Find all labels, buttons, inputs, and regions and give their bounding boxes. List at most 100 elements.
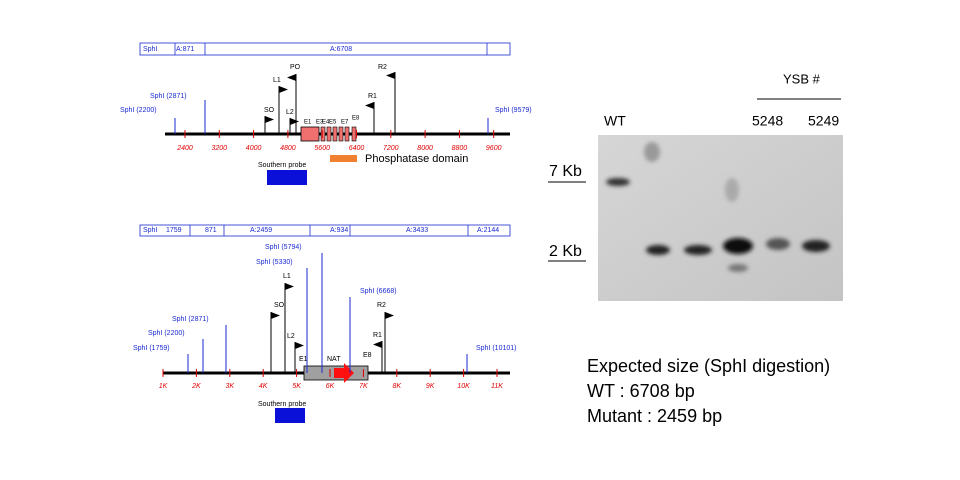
site-label: SphI (10101) bbox=[476, 345, 516, 352]
domain-label: Phosphatase domain bbox=[365, 153, 468, 165]
primer-label: R2 bbox=[377, 302, 386, 309]
primer-label: R2 bbox=[378, 64, 387, 71]
exon-label: E8 bbox=[352, 116, 360, 122]
site-label: SphI (6668) bbox=[360, 288, 397, 295]
primer-label: SO bbox=[264, 107, 275, 114]
exon-label: E5 bbox=[329, 120, 337, 126]
axis-label: 10K bbox=[457, 383, 470, 390]
site-label: SphI (2200) bbox=[120, 107, 157, 114]
site-label: SphI (9579) bbox=[495, 107, 532, 114]
primer-flag bbox=[385, 312, 394, 319]
primer-label: L2 bbox=[287, 333, 295, 340]
site-label: SphI (1759) bbox=[133, 345, 170, 352]
lane-label: 5248 bbox=[752, 113, 783, 129]
primer-label: SO bbox=[274, 302, 285, 309]
primer-flag bbox=[295, 342, 304, 349]
exon-label: E7 bbox=[341, 120, 349, 126]
axis-label: 5600 bbox=[314, 145, 330, 152]
probe-label: Southern probe bbox=[258, 162, 306, 169]
axis-label: 3K bbox=[226, 383, 235, 390]
site-label: SphI (2871) bbox=[172, 316, 209, 323]
exon-label: NAT bbox=[327, 356, 341, 363]
axis-label: 4800 bbox=[280, 145, 296, 152]
axis-label: 4K bbox=[259, 383, 268, 390]
primer-label: R1 bbox=[373, 332, 382, 339]
axis-label: 7K bbox=[359, 383, 368, 390]
note-line: WT : 6708 bp bbox=[587, 381, 695, 401]
probe bbox=[275, 408, 305, 423]
note-title: Expected size (SphI digestion) bbox=[587, 356, 830, 376]
primer-flag bbox=[285, 283, 294, 290]
bands bbox=[606, 142, 830, 272]
exon bbox=[320, 126, 326, 142]
axis-label: 8000 bbox=[417, 145, 433, 152]
lane-label: WT bbox=[604, 113, 626, 129]
axis-label: 1K bbox=[159, 383, 168, 390]
axis-label: 9600 bbox=[486, 145, 502, 152]
axis-label: 11K bbox=[491, 383, 503, 390]
primer-flag bbox=[365, 102, 374, 109]
primer-flag bbox=[290, 118, 299, 125]
fragment-label: SphI bbox=[143, 46, 157, 53]
site-label: SphI (5330) bbox=[256, 259, 293, 266]
exon-label: E3 bbox=[316, 120, 324, 126]
blot-image bbox=[598, 135, 843, 301]
domain-bar bbox=[330, 155, 357, 162]
axis-label: 7200 bbox=[383, 145, 399, 152]
fragment-label: SphI bbox=[143, 227, 157, 234]
exon-label: E8 bbox=[363, 352, 372, 359]
group-label: YSB # bbox=[783, 71, 821, 86]
axis-label: 8800 bbox=[452, 145, 468, 152]
exon bbox=[344, 126, 350, 142]
axis-label: 6400 bbox=[349, 145, 365, 152]
axis-label: 4000 bbox=[246, 145, 262, 152]
site-label: SphI (2200) bbox=[148, 330, 185, 337]
fragment-label: A:871 bbox=[176, 46, 194, 53]
axis-label: 8K bbox=[393, 383, 402, 390]
primer-label: L1 bbox=[283, 273, 291, 280]
primer-label: R1 bbox=[368, 93, 377, 100]
exon bbox=[332, 126, 338, 142]
axis-label: 2400 bbox=[176, 145, 193, 152]
exon-label: E1 bbox=[299, 356, 308, 363]
lane-label: 5249 bbox=[808, 113, 839, 129]
nat-arrow bbox=[334, 363, 354, 383]
fragment-label: A:3433 bbox=[406, 227, 428, 234]
primer-flag bbox=[373, 341, 382, 348]
fragment-label: A:934 bbox=[330, 227, 348, 234]
site-label: SphI (2871) bbox=[150, 93, 187, 100]
fragment-label: 1759 bbox=[166, 227, 182, 234]
axis-label: 2K bbox=[191, 383, 201, 390]
primer-flag bbox=[279, 86, 288, 93]
axis-label: 5K bbox=[292, 383, 301, 390]
primer-flag bbox=[265, 116, 274, 123]
primer-label: L1 bbox=[273, 77, 281, 84]
probe-label: Southern probe bbox=[258, 401, 306, 408]
fragment-label: A:2144 bbox=[477, 227, 499, 234]
primer-label: L2 bbox=[286, 109, 294, 116]
size-marker: 2 Kb bbox=[549, 243, 582, 260]
axis-label: 3200 bbox=[212, 145, 228, 152]
probe bbox=[267, 170, 307, 185]
exon-label: E1 bbox=[304, 120, 312, 126]
fragment-bar bbox=[139, 42, 511, 56]
axis-label: 6K bbox=[326, 383, 335, 390]
exon bbox=[338, 126, 344, 142]
exon-label: E4 bbox=[322, 120, 330, 126]
fragment-label: A:2459 bbox=[250, 227, 272, 234]
fragment-bar bbox=[139, 224, 511, 237]
exon bbox=[326, 126, 332, 142]
primer-flag bbox=[287, 74, 296, 81]
axis-label: 9K bbox=[426, 383, 435, 390]
note-line: Mutant : 2459 bp bbox=[587, 406, 722, 426]
primer-flag bbox=[386, 72, 395, 79]
site-label: SphI (5794) bbox=[265, 244, 302, 251]
primer-flag bbox=[271, 312, 280, 319]
primer-label: PO bbox=[290, 64, 301, 71]
fragment-label: A:6708 bbox=[330, 46, 352, 53]
exon bbox=[300, 126, 320, 142]
fragment-label: 871 bbox=[205, 227, 217, 234]
exon bbox=[351, 126, 357, 142]
size-marker: 7 Kb bbox=[549, 163, 582, 180]
